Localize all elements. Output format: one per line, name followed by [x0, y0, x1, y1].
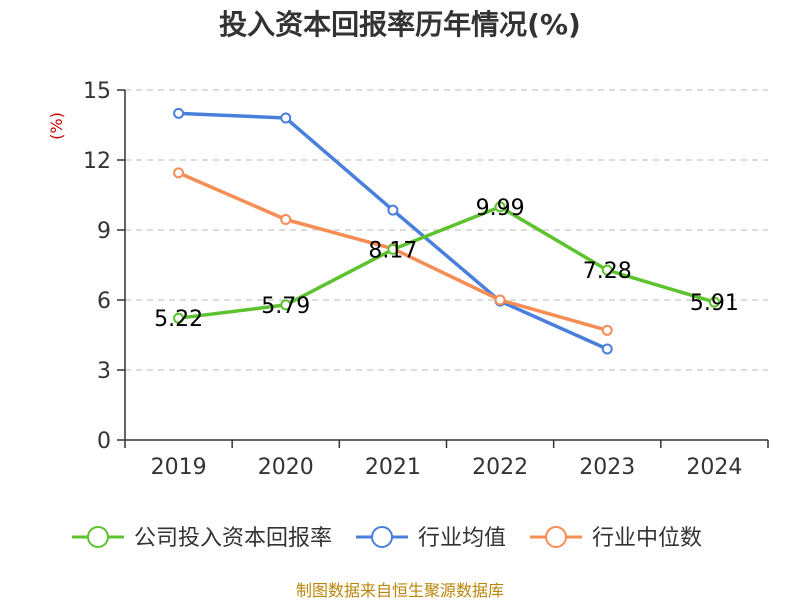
data-label: 9.99 [476, 196, 525, 221]
series-point [280, 214, 292, 225]
y-tick-label: 3 [97, 359, 111, 384]
series-point [601, 324, 613, 336]
legend: 公司投入资本回报率 行业均值 行业中位数 [72, 526, 702, 551]
series [173, 107, 720, 355]
chart-title: 投入资本回报率历年情况(%) [219, 8, 581, 41]
legend-label: 行业均值 [418, 526, 506, 551]
legend-item: 公司投入资本回报率 [72, 526, 332, 551]
series-point [173, 312, 185, 324]
legend-label: 行业中位数 [592, 526, 702, 551]
series-point [280, 299, 292, 311]
y-tick-label: 0 [97, 429, 111, 454]
series-point [708, 296, 720, 308]
series-line [178, 205, 715, 320]
legend-item: 行业中位数 [530, 526, 702, 551]
x-tick-label: 2024 [686, 455, 742, 480]
data-label: 5.91 [690, 291, 739, 316]
data-labels: 5.22 5.79 8.17 9.99 7.28 5.91 [154, 196, 739, 332]
series-point [387, 204, 399, 216]
data-label: 8.17 [368, 238, 417, 263]
legend-item: 行业均值 [356, 526, 506, 551]
series-point [494, 201, 506, 213]
y-tick-label: 15 [83, 79, 111, 104]
series-point [173, 167, 185, 179]
legend-label: 公司投入资本回报率 [134, 526, 332, 551]
axes: 0 3 6 9 12 15 2019 2020 2021 2022 2023 2024 [83, 79, 769, 480]
data-label: 5.79 [261, 294, 310, 319]
x-tick-label: 2020 [258, 455, 314, 480]
x-tick-label: 2022 [472, 455, 528, 480]
series-point [601, 343, 613, 355]
legend-swatch-marker [545, 526, 568, 548]
x-tick-label: 2023 [579, 455, 635, 480]
y-axis-unit: (%) [47, 112, 66, 140]
x-tick-label: 2019 [151, 455, 207, 480]
y-tick-label: 6 [97, 289, 111, 314]
data-source-note: 制图数据来自恒生聚源数据库 [296, 581, 504, 600]
series-point [387, 243, 399, 255]
x-tick-label: 2021 [365, 455, 421, 480]
y-tick-label: 9 [97, 219, 111, 244]
series-point [173, 107, 185, 119]
series-point [601, 264, 613, 276]
legend-swatch-marker [371, 526, 394, 548]
series-point [280, 112, 292, 124]
legend-swatch-marker [87, 526, 109, 548]
data-label: 5.22 [154, 307, 203, 332]
y-tick-label: 12 [83, 149, 111, 174]
data-label: 7.28 [583, 259, 632, 284]
series-point [494, 294, 506, 306]
